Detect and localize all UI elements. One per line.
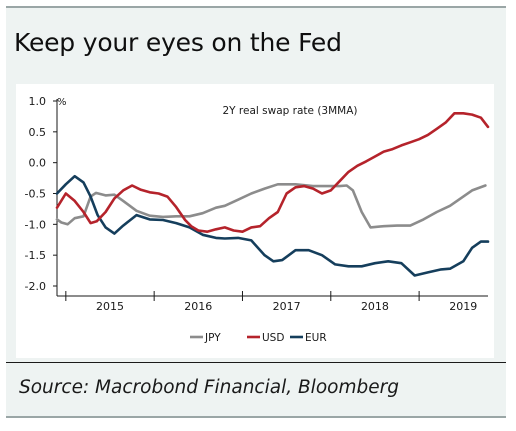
x-tick-label: 2017 <box>273 300 301 313</box>
series-line-eur <box>55 174 490 277</box>
y-tick-label: -1.5 <box>25 249 46 262</box>
y-tick-label: -1.0 <box>25 218 46 231</box>
series-line-usd <box>55 112 490 233</box>
y-tick-label: -2.0 <box>25 280 46 293</box>
x-tick-label: 2016 <box>184 300 212 313</box>
y-tick-label: 0.5 <box>29 126 47 139</box>
x-tick-label: 2019 <box>449 300 477 313</box>
chart-title: 2Y real swap rate (3MMA) <box>222 105 357 117</box>
x-tick-label: 2018 <box>361 300 389 313</box>
y-tick-label: -0.5 <box>25 188 46 201</box>
source-separator <box>6 362 506 363</box>
y-tick-label: 1.0 <box>29 95 47 108</box>
source-note: Source: Macrobond Financial, Bloomberg <box>19 377 399 398</box>
legend-label-usd: USD <box>262 332 284 344</box>
x-tick-label: 2015 <box>96 300 124 313</box>
y-tick-label: 0.0 <box>29 157 47 170</box>
legend-label-jpy: JPY <box>204 332 221 344</box>
legend-label-eur: EUR <box>305 332 327 344</box>
series-line-jpy <box>55 183 487 229</box>
page-title: Keep your eyes on the Fed <box>14 28 342 57</box>
y-axis-unit-label: % <box>57 97 67 108</box>
